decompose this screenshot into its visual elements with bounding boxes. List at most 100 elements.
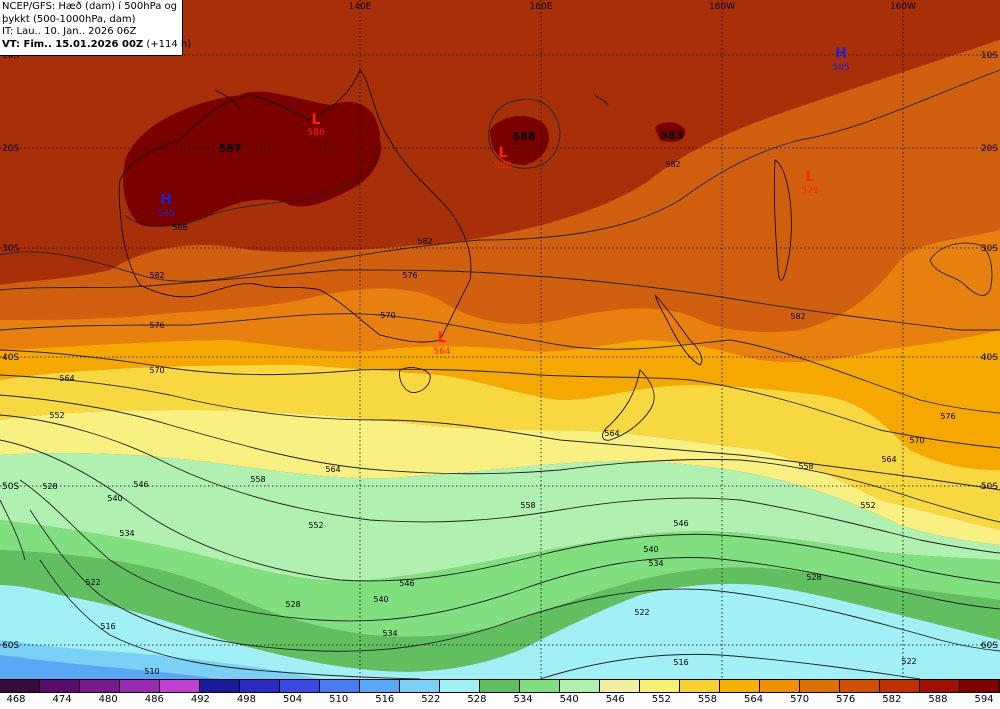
colorbar-label: 570 xyxy=(790,694,810,705)
colorbar-label: 594 xyxy=(974,694,994,705)
colorbar-label: 504 xyxy=(283,694,303,705)
center-letter: L xyxy=(312,112,321,128)
colorbar-cell xyxy=(480,680,520,692)
contour-label: 583 xyxy=(661,129,684,142)
map-info-box: NCEP/GFS: Hæð (dam) í 500hPa og þykkt (5… xyxy=(0,0,191,56)
weather-map: 140E 160E 180W 160W 10S 20S 30S 40S 50S … xyxy=(0,0,1000,679)
lat-label-10s-right: 10S xyxy=(981,51,998,61)
colorbar-cell xyxy=(760,680,800,692)
lat-label-20s-left: 20S xyxy=(2,144,19,154)
lon-label-160w: 160W xyxy=(890,2,916,12)
low-pressure-center: L 586 xyxy=(307,112,324,138)
colorbar-label: 516 xyxy=(375,694,395,705)
contour-label: 552 xyxy=(49,411,64,420)
contour-label: 522 xyxy=(901,657,916,666)
lat-label-10s-left: 10S xyxy=(2,51,19,61)
colorbar-cell xyxy=(0,680,40,692)
contour-label: 522 xyxy=(85,578,100,587)
contour-label: 564 xyxy=(59,374,74,383)
colorbar-cell xyxy=(280,680,320,692)
colorbar-cell xyxy=(520,680,560,692)
center-letter: H xyxy=(835,46,847,62)
colorbar-cell xyxy=(800,680,840,692)
colorbar-cell xyxy=(640,680,680,692)
info-title-line1: NCEP/GFS: Hæð (dam) í 500hPa og xyxy=(2,1,177,12)
colorbar-label: 588 xyxy=(928,694,948,705)
center-letter: L xyxy=(438,330,447,346)
contour-label: 570 xyxy=(149,366,164,375)
colorbar-label: 534 xyxy=(513,694,533,705)
center-letter: L xyxy=(806,169,815,185)
colorbar-label: 564 xyxy=(743,694,764,705)
contour-label: 582 xyxy=(149,271,164,280)
valid-time-value: VT: Fim.. 15.01.2026 00Z xyxy=(2,38,144,50)
lat-label-60s-left: 60S xyxy=(2,641,19,651)
contour-label: 588 xyxy=(513,130,536,143)
contour-label: 570 xyxy=(380,311,395,320)
colorbar-cell xyxy=(960,680,1000,692)
contour-label: 552 xyxy=(308,521,323,530)
lat-label-20s-right: 20S xyxy=(981,144,998,154)
info-valid-time: VT: Fim.. 15.01.2026 00Z (+114 h) xyxy=(2,38,191,52)
colorbar-label: 510 xyxy=(329,694,349,705)
colorbar-cell xyxy=(240,680,280,692)
colorbar-label: 498 xyxy=(236,694,257,705)
lat-labels-left: 10S 20S 30S 40S 50S 60S xyxy=(2,51,19,651)
colorbar-label: 492 xyxy=(190,694,210,705)
colorbar-cell xyxy=(120,680,160,692)
center-letter: H xyxy=(160,192,172,208)
colorbar-cell xyxy=(440,680,480,692)
lon-labels: 140E 160E 180W 160W xyxy=(349,2,917,12)
contour-label: 587 xyxy=(219,142,242,155)
colorbar-cell xyxy=(920,680,960,692)
colorbar-cell xyxy=(840,680,880,692)
contour-label: 558 xyxy=(798,462,813,471)
info-title-line2: þykkt (500-1000hPa, dam) xyxy=(2,13,136,25)
contour-label: 546 xyxy=(673,519,688,528)
contour-label: 582 xyxy=(417,237,432,246)
contour-label: 528 xyxy=(806,573,821,582)
contour-label: 534 xyxy=(119,529,134,538)
contour-label: 510 xyxy=(144,667,159,676)
contour-label: 558 xyxy=(250,475,265,484)
contour-label: 570 xyxy=(909,436,924,445)
colorbar-label: 468 xyxy=(6,694,26,705)
center-value: 586 xyxy=(307,128,324,138)
contour-label: 546 xyxy=(399,579,414,588)
center-value: 589 xyxy=(157,209,174,219)
contour-label: 540 xyxy=(643,545,658,554)
colorbar-label: 582 xyxy=(882,694,902,705)
contour-label: 516 xyxy=(100,622,115,631)
low-pressure-center: L 579 xyxy=(801,169,818,196)
contour-label: 534 xyxy=(382,629,397,638)
lat-lon-grid xyxy=(0,0,1000,679)
pressure-centers: H 585 H 589 L 586 L 586 L 579 L 564 xyxy=(157,46,849,357)
height-contours xyxy=(0,69,1000,679)
forecast-hour: (+114 h) xyxy=(146,38,192,50)
colorbar-cell xyxy=(680,680,720,692)
colorbar-cell xyxy=(200,680,240,692)
contour-label: 576 xyxy=(402,271,417,280)
colorbar-cell xyxy=(880,680,920,692)
lon-label-160e: 160E xyxy=(530,2,553,12)
lat-labels-right: 10S 20S 30S 40S 50S 60S xyxy=(981,51,998,651)
colorbar-cell xyxy=(320,680,360,692)
center-letter: L xyxy=(499,145,508,161)
colorbar-label: 540 xyxy=(559,694,579,705)
contour-label: 528 xyxy=(42,482,57,491)
contour-label: 588 xyxy=(172,223,187,232)
contour-label: 516 xyxy=(673,658,688,667)
lat-label-50s-right: 50S xyxy=(981,482,998,492)
colorbar-cell xyxy=(360,680,400,692)
colorbar-cell xyxy=(560,680,600,692)
contour-label: 564 xyxy=(881,455,896,464)
colorbar-cell xyxy=(160,680,200,692)
contour-label: 540 xyxy=(107,494,122,503)
lat-label-30s-left: 30S xyxy=(2,244,19,254)
colorbar-cell xyxy=(720,680,760,692)
center-value: 564 xyxy=(433,347,450,357)
contour-label: 528 xyxy=(285,600,300,609)
contour-label: 576 xyxy=(940,412,955,421)
contour-label: 564 xyxy=(604,429,619,438)
colorbar-label: 552 xyxy=(651,694,671,705)
